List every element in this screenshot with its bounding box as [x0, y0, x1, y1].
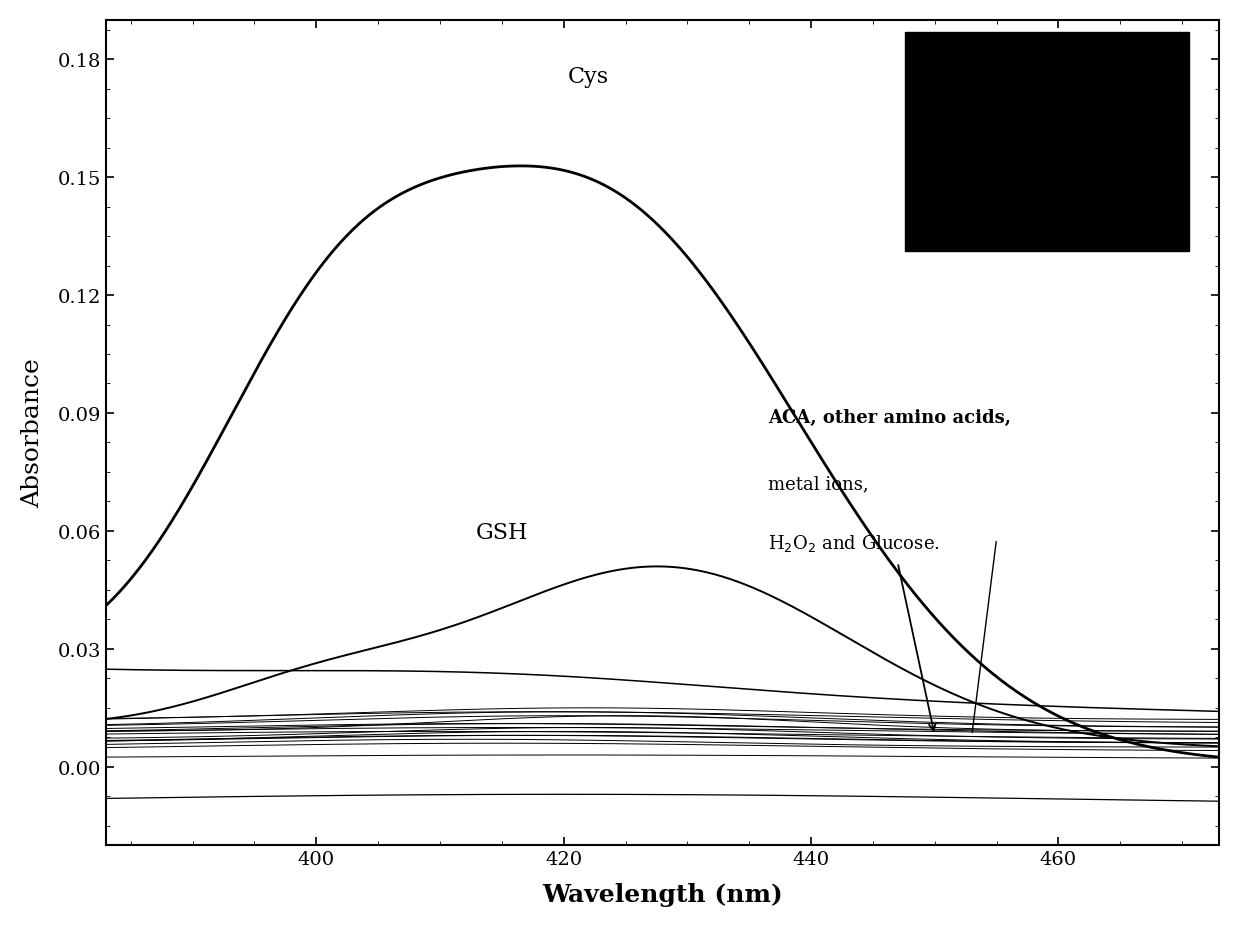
Text: GSH: GSH: [476, 521, 528, 543]
Y-axis label: Absorbance: Absorbance: [21, 359, 43, 508]
Text: metal ions,: metal ions,: [769, 475, 869, 492]
Bar: [905, 33, 1189, 252]
Text: H$_2$O$_2$ and Glucose.: H$_2$O$_2$ and Glucose.: [769, 532, 940, 553]
Text: ACA, other amino acids,: ACA, other amino acids,: [769, 409, 1012, 426]
X-axis label: Wavelength (nm): Wavelength (nm): [542, 883, 782, 907]
Text: Cys: Cys: [568, 66, 609, 87]
